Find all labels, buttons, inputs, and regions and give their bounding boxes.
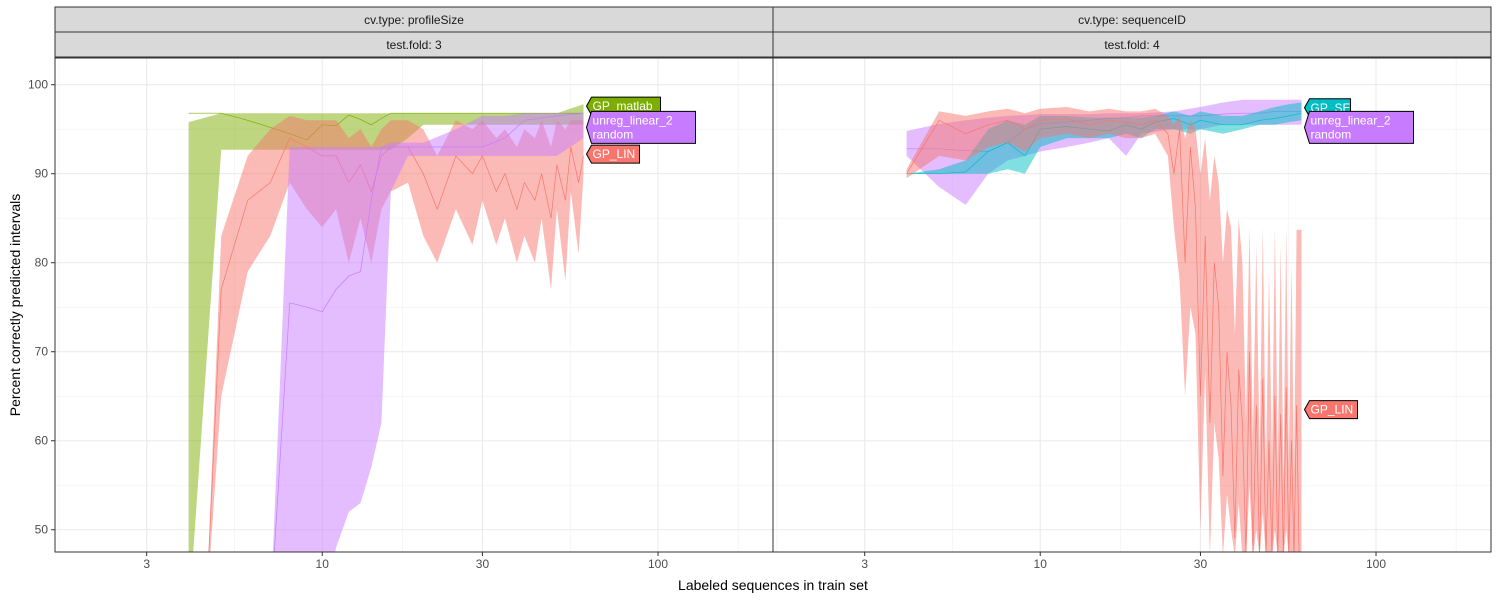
line-unreg_linear_2 (273, 112, 584, 552)
x-axis-title: Labeled sequences in train set (678, 577, 868, 593)
direct-label-GP_LIN: GP_LIN (1303, 400, 1358, 420)
y-tick-label: 60 (35, 434, 49, 448)
y-tick-label: 80 (35, 256, 49, 270)
x-tick-label: 100 (648, 557, 668, 571)
direct-label-text: random (1311, 127, 1352, 141)
panel-border (772, 57, 1492, 553)
x-tick-label: 100 (1366, 557, 1386, 571)
direct-label-box (585, 144, 640, 164)
direct-label-text: random (593, 127, 634, 141)
ribbon-GP_matlab (188, 104, 584, 552)
y-tick-label: 100 (28, 78, 48, 92)
panel-data (906, 99, 1302, 552)
facet-strip-top-label: cv.type: profileSize (364, 13, 464, 27)
line-GP_LIN (906, 118, 1300, 552)
facet-strip-bottom-label: test.fold: 3 (386, 38, 442, 52)
ribbon-unreg_linear_2 (272, 113, 584, 552)
x-tick-label: 3 (861, 557, 868, 571)
series-GP_LIN (906, 107, 1302, 552)
facet-strip-top-label: cv.type: sequenceID (1078, 13, 1186, 27)
facet-strip-bottom-label: test.fold: 4 (1104, 38, 1160, 52)
ribbon-GP_LIN (208, 115, 584, 552)
y-tick-label: 90 (35, 167, 49, 181)
x-tick-label: 30 (476, 557, 490, 571)
direct-label-GP_matlab: GP_matlab (585, 96, 661, 116)
x-tick-label: 3 (143, 557, 150, 571)
direct-label-box (1303, 400, 1358, 420)
x-tick-label: 10 (316, 557, 330, 571)
ribbon-GP_LIN (906, 107, 1302, 552)
y-axis-title: Percent correctly predicted intervals (7, 194, 23, 417)
y-tick-label: 70 (35, 345, 49, 359)
ribbon-GP_SE (906, 102, 1302, 174)
facet-strip-bottom (54, 31, 774, 58)
panel-data (188, 104, 584, 552)
x-tick-label: 10 (1034, 557, 1048, 571)
direct-label-box (1303, 110, 1414, 144)
direct-label-text: GP_matlab (593, 99, 653, 113)
direct-label-GP_LIN: GP_LIN (585, 144, 640, 164)
y-tick-label: 50 (35, 523, 49, 537)
series-unreg_linear_2 (272, 112, 584, 552)
direct-label-text: unreg_linear_2 (1311, 113, 1391, 127)
panel-1: cv.type: profileSize test.fold: 3 3 10 30 100… (28, 6, 774, 571)
panel-2: cv.type: sequenceID test.fold: 4 3 10 30 100 G… (772, 6, 1492, 571)
facet-strip-bottom (772, 31, 1492, 58)
direct-label-text: unreg_linear_2 (593, 113, 673, 127)
direct-label-text: GP_LIN (593, 147, 636, 161)
direct-label-box (585, 110, 696, 144)
direct-label-text: GP_LIN (1311, 403, 1354, 417)
facet-strip-top (54, 6, 774, 33)
x-tick-label: 30 (1194, 557, 1208, 571)
